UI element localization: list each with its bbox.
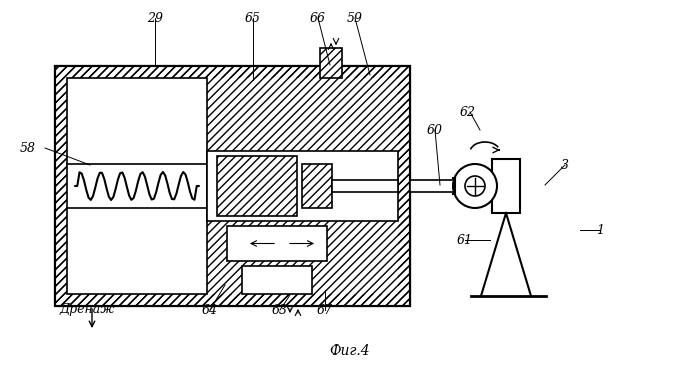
Bar <box>55 66 410 306</box>
Text: 65: 65 <box>245 12 261 24</box>
Bar <box>67 78 207 294</box>
Circle shape <box>465 176 485 196</box>
Text: 66: 66 <box>310 12 326 24</box>
Text: 58: 58 <box>20 141 36 154</box>
Text: 1: 1 <box>596 223 604 236</box>
Text: 67: 67 <box>317 303 333 316</box>
Text: 60: 60 <box>427 124 443 137</box>
Circle shape <box>453 164 497 208</box>
Bar <box>332 180 398 192</box>
Bar <box>67 78 398 294</box>
Bar <box>320 48 342 78</box>
Text: 61: 61 <box>457 233 473 246</box>
Text: 62: 62 <box>460 105 476 118</box>
Bar <box>207 151 398 221</box>
Bar <box>55 66 410 306</box>
Bar <box>207 221 398 294</box>
Bar <box>410 180 455 192</box>
Bar <box>242 266 312 294</box>
Text: 63: 63 <box>272 303 288 316</box>
Text: 29: 29 <box>147 12 163 24</box>
Bar <box>227 226 327 261</box>
Text: 3: 3 <box>561 158 569 171</box>
Text: 59: 59 <box>347 12 363 24</box>
Bar <box>302 164 332 208</box>
Text: Дренаж: Дренаж <box>59 303 115 316</box>
Text: Фиг.4: Фиг.4 <box>330 344 370 358</box>
Text: 64: 64 <box>202 303 218 316</box>
Bar <box>207 78 398 151</box>
Bar <box>217 156 297 216</box>
Bar <box>55 66 410 306</box>
Bar <box>492 159 520 213</box>
